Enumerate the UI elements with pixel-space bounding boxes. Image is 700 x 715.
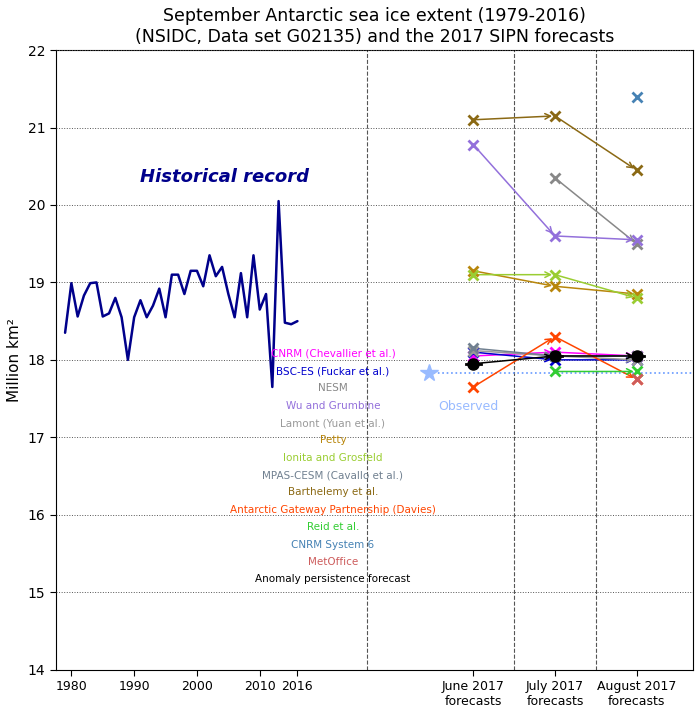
Text: MPAS-CESM (Cavallo et al.): MPAS-CESM (Cavallo et al.) (262, 470, 403, 480)
Text: Anomaly persistence forecast: Anomaly persistence forecast (256, 574, 411, 584)
Text: Lamont (Yuan et al.): Lamont (Yuan et al.) (281, 418, 386, 428)
Text: NESM: NESM (318, 383, 348, 393)
Text: CNRM System 6: CNRM System 6 (291, 540, 374, 550)
Text: Historical record: Historical record (141, 168, 309, 186)
Text: Observed: Observed (439, 400, 499, 413)
Text: Petty: Petty (320, 435, 346, 445)
Text: Antarctic Gateway Partnership (Davies): Antarctic Gateway Partnership (Davies) (230, 505, 436, 515)
Title: September Antarctic sea ice extent (1979-2016)
(NSIDC, Data set G02135) and the : September Antarctic sea ice extent (1979… (134, 7, 614, 46)
Text: Wu and Grumbine: Wu and Grumbine (286, 400, 380, 410)
Text: Reid et al.: Reid et al. (307, 522, 359, 532)
Text: CNRM (Chevallier et al.): CNRM (Chevallier et al.) (271, 349, 396, 359)
Text: Barthelemy et al.: Barthelemy et al. (288, 488, 378, 498)
Y-axis label: Million km²: Million km² (7, 318, 22, 402)
Text: MetOffice: MetOffice (308, 557, 358, 567)
Text: BSC-ES (Fuckar et al.): BSC-ES (Fuckar et al.) (276, 366, 390, 376)
Text: Ionita and Grosfeld: Ionita and Grosfeld (284, 453, 383, 463)
